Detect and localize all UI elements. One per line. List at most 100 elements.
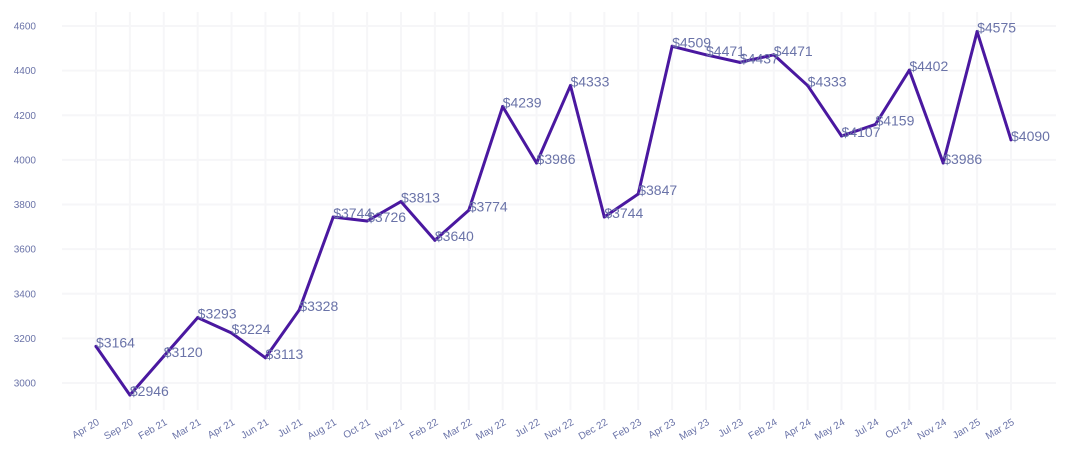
x-tick-label: Feb 21 [137,417,170,442]
y-tick-label: 3200 [14,334,37,345]
y-axis: 3000 3200 3400 3600 3800 4000 4200 4400 4600 [14,22,37,390]
data-point [230,331,234,335]
x-tick-label: Apr 23 [647,417,678,441]
x-tick-label: Jul 23 [717,417,746,440]
x-tick-label: Apr 20 [70,417,101,441]
data-label: $4090 [1011,128,1050,144]
x-tick-label: May 23 [678,417,712,443]
data-label: $3640 [435,228,474,244]
grid [62,12,1056,410]
data-label: $4107 [842,124,881,140]
data-label: $4402 [909,58,948,74]
data-label: $4333 [570,74,609,90]
x-tick-label: Jul 24 [852,417,881,440]
data-point [263,356,267,360]
data-point [636,192,640,196]
x-tick-label: Mar 22 [442,417,475,442]
data-point [738,60,742,64]
data-label: $4471 [774,43,813,59]
data-point [806,84,810,88]
y-tick-label: 3400 [14,289,37,300]
x-tick-label: May 24 [813,417,847,443]
x-tick-label: Feb 24 [747,417,780,442]
x-tick-label: Jun 21 [239,417,271,442]
data-label: $3224 [232,321,271,337]
data-point [196,316,200,320]
data-label: $3120 [164,344,203,360]
data-point [94,344,98,348]
x-tick-label: Oct 21 [342,417,373,441]
data-label: $3986 [943,151,982,167]
x-tick-label: May 22 [474,417,508,443]
data-label: $3293 [198,306,237,322]
x-tick-label: Jan 25 [951,417,983,442]
data-point [162,354,166,358]
data-label: $3847 [638,182,677,198]
data-label: $3164 [96,334,135,350]
data-point [772,53,776,57]
data-label: $4239 [503,95,542,111]
data-point [501,105,505,109]
data-point [704,53,708,57]
x-tick-label: Jul 21 [276,417,305,440]
data-label: $4471 [706,43,745,59]
y-tick-label: 4000 [14,155,37,166]
data-point [873,122,877,126]
data-point [568,84,572,88]
x-tick-label: Jul 22 [513,417,542,440]
data-point [535,161,539,165]
y-tick-label: 3600 [14,245,37,256]
data-point [941,161,945,165]
y-tick-label: 4200 [14,111,37,122]
data-label: $3813 [401,190,440,206]
x-tick-label: Apr 21 [206,417,237,441]
data-label: $3744 [333,205,372,221]
x-tick-label: Aug 21 [306,417,339,443]
x-tick-label: Dec 22 [577,417,610,443]
x-tick-label: Nov 24 [916,417,949,443]
data-point [128,393,132,397]
data-point [840,134,844,138]
y-tick-label: 4400 [14,66,37,77]
data-label: $3774 [469,198,508,214]
data-point [602,215,606,219]
data-label: $3726 [367,209,406,225]
data-point [467,208,471,212]
data-label: $4333 [808,74,847,90]
x-tick-label: Oct 24 [884,417,915,441]
x-tick-label: Sep 20 [102,417,135,443]
x-tick-label: Apr 24 [782,417,813,441]
x-tick-label: Nov 22 [543,417,576,443]
data-point [670,44,674,48]
data-label: $2946 [130,383,169,399]
data-point [399,200,403,204]
data-label: $4159 [875,112,914,128]
y-tick-label: 4600 [14,22,37,33]
data-label: $3328 [299,298,338,314]
y-tick-label: 3000 [14,379,37,390]
data-point [433,238,437,242]
data-labels: $3164 $2946 $3120 $3293$3224 $3113 $3328 $3744… [96,20,1050,399]
data-label: $3986 [537,151,576,167]
x-tick-label: Mar 25 [984,417,1017,442]
data-point [907,68,911,72]
series-layer [94,30,1013,397]
data-label: $4575 [977,20,1016,36]
data-point [1009,138,1013,142]
data-label: $4437 [740,50,779,66]
data-point [297,308,301,312]
x-tick-label: Feb 23 [611,417,644,442]
data-label: $3113 [265,346,303,362]
data-point [365,219,369,223]
x-axis: Apr 20 Sep 20 Feb 21 Mar 21 Apr 21 Jun 21 Jul … [70,417,1016,443]
data-label: $3744 [604,205,643,221]
y-tick-label: 3800 [14,200,37,211]
x-tick-label: Feb 22 [408,417,441,442]
data-point [975,30,979,34]
x-tick-label: Nov 21 [374,417,407,443]
data-point [331,215,335,219]
data-label: $4509 [672,34,711,50]
x-tick-label: Mar 21 [171,417,204,442]
